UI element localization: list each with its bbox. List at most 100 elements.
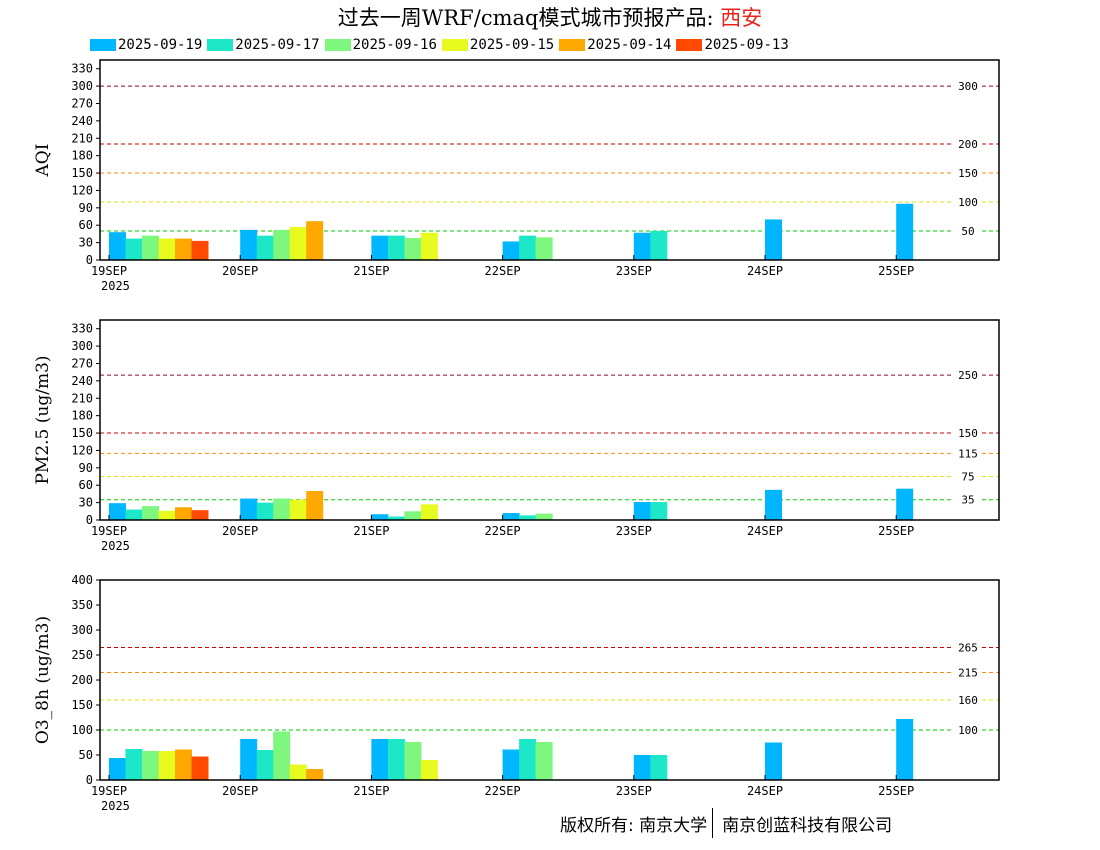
- y-tick-label: 270: [71, 96, 93, 110]
- x-tick-label: 24SEP: [747, 264, 783, 278]
- bar-2025-09-19-22SEP: [502, 513, 520, 520]
- y-tick-label: 150: [71, 698, 93, 712]
- y-axis-label: AQI: [33, 144, 53, 178]
- threshold-label-bg: [954, 641, 982, 654]
- bar-2025-09-17-22SEP: [519, 739, 537, 780]
- y-tick-label: 350: [71, 598, 93, 612]
- bar-2025-09-19-24SEP: [765, 742, 782, 780]
- legend-swatch: [441, 39, 468, 51]
- bar-2025-09-15-21SEP: [420, 232, 438, 260]
- bar-2025-09-15-20SEP: [289, 764, 307, 780]
- legend-swatch: [559, 39, 586, 51]
- x-tick-label: 24SEP: [747, 524, 783, 538]
- threshold-label-bg: [954, 493, 982, 506]
- copyright-footer: 版权所有: 南京大学 南京创蓝科技有限公司: [560, 808, 892, 838]
- bar-2025-09-13-19SEP: [191, 240, 209, 260]
- legend-item-2025-09-19: 2025-09-19: [90, 36, 202, 54]
- x-tick-label: 19SEP: [91, 524, 127, 538]
- legend-item-2025-09-13: 2025-09-13: [676, 36, 789, 54]
- legend-label: 2025-09-15: [469, 37, 555, 53]
- bar-2025-09-19-19SEP: [109, 503, 126, 520]
- chart-panel-1: 50 100 150 200 300 0 30 60 90 120 150 180 210 240 270 3…: [33, 59, 1000, 293]
- bar-2025-09-16-22SEP: [535, 742, 553, 780]
- threshold-label-35: 35: [961, 494, 974, 507]
- x-year-label: 2025: [101, 539, 130, 553]
- y-tick-label: 100: [71, 723, 93, 737]
- bar-2025-09-14-20SEP: [306, 769, 324, 780]
- x-tick-label: 21SEP: [353, 784, 389, 798]
- threshold-label-265: 265: [958, 642, 978, 655]
- y-tick-label: 30: [79, 496, 93, 510]
- x-tick-label: 24SEP: [747, 784, 783, 798]
- y-tick-label: 300: [71, 339, 93, 353]
- threshold-label-bg: [954, 369, 982, 382]
- x-tick-label: 23SEP: [616, 264, 652, 278]
- threshold-label-bg: [954, 80, 982, 93]
- footer-divider: [712, 808, 714, 838]
- bar-2025-09-19-19SEP: [109, 758, 126, 780]
- bar-2025-09-17-22SEP: [519, 515, 537, 520]
- y-tick-label: 240: [71, 114, 93, 128]
- bar-2025-09-13-19SEP: [191, 756, 209, 780]
- x-tick-label: 22SEP: [485, 524, 521, 538]
- bar-2025-09-15-19SEP: [158, 751, 176, 780]
- threshold-label-bg: [954, 724, 982, 736]
- x-tick-label: 20SEP: [222, 524, 258, 538]
- y-tick-label: 330: [71, 62, 93, 76]
- y-axis-label: PM2.5 (ug/m3): [33, 355, 53, 484]
- threshold-label-200: 200: [958, 138, 978, 151]
- threshold-label-bg: [954, 167, 982, 180]
- threshold-label-100: 100: [958, 196, 978, 209]
- bar-2025-09-17-21SEP: [387, 516, 405, 520]
- bar-2025-09-16-22SEP: [535, 237, 553, 260]
- bar-2025-09-16-22SEP: [535, 513, 553, 520]
- x-tick-label: 22SEP: [485, 784, 521, 798]
- plot-frame: [99, 59, 1000, 261]
- y-tick-label: 210: [71, 131, 93, 145]
- bar-2025-09-16-21SEP: [404, 511, 422, 520]
- bar-2025-09-17-23SEP: [650, 755, 668, 780]
- x-tick-label: 20SEP: [222, 784, 258, 798]
- x-tick-label: 25SEP: [878, 784, 914, 798]
- bar-2025-09-14-19SEP: [175, 507, 192, 520]
- bar-2025-09-14-20SEP: [306, 221, 324, 260]
- threshold-label-160: 160: [958, 694, 978, 707]
- bar-2025-09-19-21SEP: [371, 235, 389, 260]
- bar-2025-09-16-19SEP: [142, 751, 159, 780]
- y-tick-label: 60: [79, 478, 93, 492]
- threshold-label-bg: [954, 427, 982, 440]
- bar-2025-09-17-19SEP: [125, 509, 143, 520]
- x-tick-label: 21SEP: [353, 524, 389, 538]
- bar-2025-09-16-20SEP: [273, 498, 291, 520]
- bar-2025-09-17-23SEP: [650, 231, 668, 260]
- bar-2025-09-17-20SEP: [256, 502, 274, 520]
- y-tick-label: 30: [79, 236, 93, 250]
- y-tick-label: 250: [71, 648, 93, 662]
- bar-2025-09-17-20SEP: [256, 235, 274, 260]
- bar-2025-09-19-19SEP: [109, 232, 126, 260]
- threshold-label-bg: [954, 666, 982, 679]
- legend-label: 2025-09-14: [587, 37, 672, 53]
- threshold-label-150: 150: [958, 167, 978, 180]
- threshold-label-75: 75: [961, 471, 974, 484]
- bar-2025-09-19-22SEP: [502, 749, 520, 780]
- bar-2025-09-17-19SEP: [125, 238, 143, 260]
- bar-2025-09-17-23SEP: [650, 502, 668, 520]
- x-tick-label: 20SEP: [222, 264, 258, 278]
- legend-item-2025-09-17: 2025-09-17: [207, 36, 320, 54]
- bar-2025-09-16-21SEP: [404, 237, 422, 260]
- threshold-label-bg: [954, 225, 982, 238]
- bar-2025-09-16-19SEP: [142, 506, 159, 520]
- bar-2025-09-19-21SEP: [371, 514, 389, 520]
- bar-2025-09-19-25SEP: [896, 719, 914, 780]
- bar-2025-09-19-24SEP: [765, 219, 782, 260]
- bar-2025-09-19-23SEP: [633, 502, 651, 520]
- y-tick-label: 90: [79, 461, 93, 475]
- x-tick-label: 19SEP: [91, 264, 127, 278]
- bar-2025-09-19-20SEP: [240, 229, 258, 260]
- x-year-label: 2025: [101, 279, 130, 293]
- threshold-label-100: 100: [958, 724, 978, 737]
- threshold-label-bg: [954, 694, 982, 706]
- threshold-label-bg: [954, 447, 982, 460]
